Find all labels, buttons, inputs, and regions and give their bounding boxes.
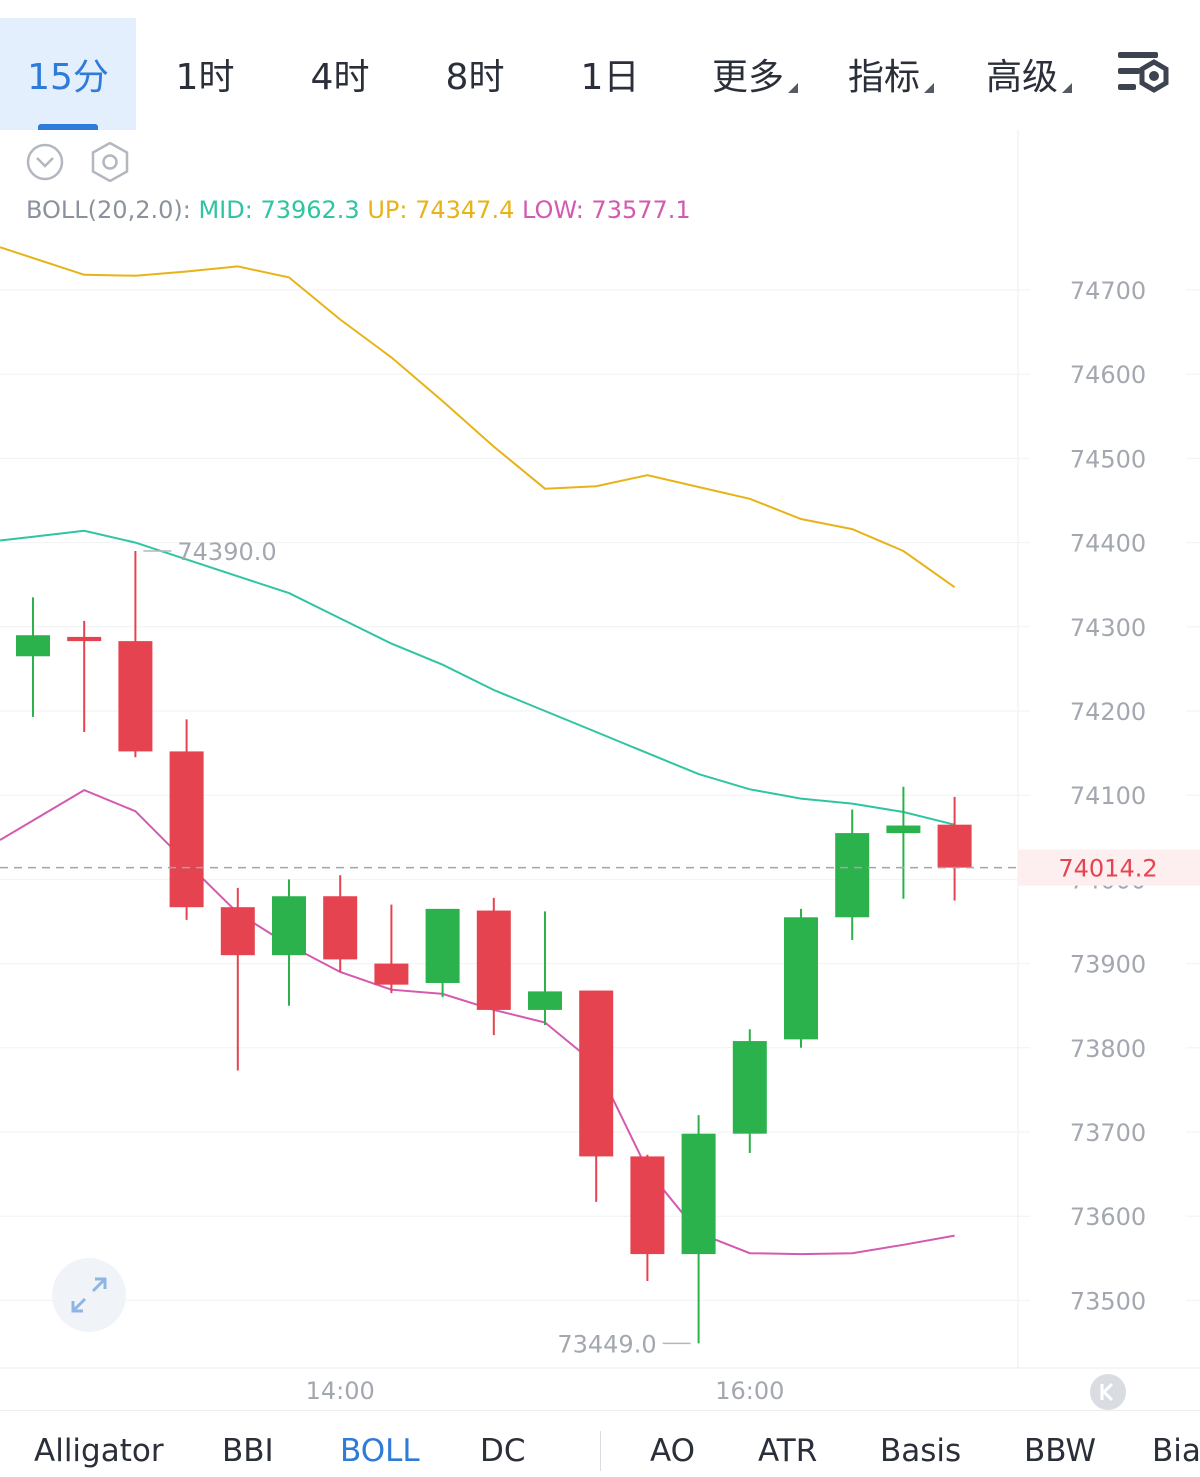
legend-low: LOW: 73577.1 bbox=[521, 196, 691, 224]
chevron-left-icon bbox=[1101, 1382, 1114, 1402]
high-marker-label: 74390.0 bbox=[177, 538, 276, 566]
dropdown-caret-icon bbox=[788, 83, 798, 93]
tab-1d-label: 1日 bbox=[580, 57, 640, 98]
indicator-settings-icon[interactable] bbox=[91, 142, 129, 182]
price-tick-label: 74700 bbox=[1070, 277, 1146, 305]
tab-bias[interactable]: Bias bbox=[1152, 1433, 1200, 1469]
tab-divider bbox=[600, 1431, 601, 1471]
boll-legend: BOLL(20,2.0): MID: 73962.3 UP: 74347.4 L… bbox=[26, 196, 691, 224]
boll-upper-line bbox=[0, 246, 956, 589]
candle-body bbox=[681, 1133, 716, 1255]
price-tick-label: 74400 bbox=[1070, 530, 1146, 558]
tab-4h[interactable]: 4时 bbox=[275, 18, 405, 130]
price-tick-label: 74300 bbox=[1070, 614, 1146, 642]
candle-body bbox=[937, 824, 972, 868]
price-tick-label: 73900 bbox=[1070, 951, 1146, 979]
more-dropdown[interactable]: 更多 bbox=[690, 18, 820, 130]
candle-body bbox=[323, 896, 358, 960]
time-tick-label: 16:00 bbox=[715, 1377, 784, 1405]
price-tick-label: 73500 bbox=[1070, 1287, 1146, 1315]
current-price-label: 74014.2 bbox=[1058, 855, 1157, 883]
candle-body bbox=[528, 991, 562, 1010]
advanced-dropdown-label: 高级 bbox=[985, 57, 1058, 98]
boll-mid-line bbox=[0, 529, 955, 826]
candle-body bbox=[67, 636, 102, 642]
candle-body bbox=[886, 825, 921, 834]
tab-dc[interactable]: DC bbox=[480, 1433, 526, 1469]
timeframe-bar: 15分 1时 4时 8时 1日 更多 指标 高级 bbox=[0, 0, 1200, 130]
tab-1d[interactable]: 1日 bbox=[545, 18, 675, 130]
candle-body bbox=[272, 896, 306, 956]
tab-basis[interactable]: Basis bbox=[880, 1433, 962, 1469]
candle-body bbox=[118, 641, 153, 752]
tab-bbw[interactable]: BBW bbox=[1024, 1433, 1097, 1469]
time-tick-label: 14:00 bbox=[306, 1377, 375, 1405]
price-tick-label: 73600 bbox=[1070, 1203, 1146, 1231]
candle-body bbox=[835, 833, 870, 918]
tab-15min-label: 15分 bbox=[27, 57, 109, 98]
legend-up: UP: 74347.4 bbox=[367, 196, 515, 224]
candle-body bbox=[16, 635, 50, 657]
candle-body bbox=[579, 990, 614, 1157]
tab-15min[interactable]: 15分 bbox=[0, 18, 136, 130]
candle-body bbox=[476, 910, 511, 1010]
tab-1h-label: 1时 bbox=[175, 57, 235, 98]
candle-body bbox=[374, 963, 409, 985]
price-tick-label: 74200 bbox=[1070, 698, 1146, 726]
candle-body bbox=[784, 917, 818, 1040]
boll-lower-line bbox=[0, 788, 955, 1256]
tab-8h-label: 8时 bbox=[445, 57, 505, 98]
collapse-icon[interactable] bbox=[26, 143, 64, 181]
tab-ao[interactable]: AO bbox=[650, 1433, 696, 1469]
legend-name: BOLL(20,2.0): bbox=[26, 196, 191, 224]
price-tick-label: 74500 bbox=[1070, 445, 1146, 473]
grid bbox=[0, 289, 1200, 1301]
candles bbox=[16, 551, 972, 1344]
low-marker-label: 73449.0 bbox=[557, 1330, 656, 1358]
tab-boll[interactable]: BOLL bbox=[340, 1433, 420, 1469]
candle-body bbox=[169, 751, 204, 908]
current-price-badge bbox=[1018, 849, 1200, 886]
tab-alligator[interactable]: Alligator bbox=[34, 1433, 164, 1469]
tab-bbi[interactable]: BBI bbox=[222, 1433, 274, 1469]
dropdown-caret-icon bbox=[1062, 83, 1072, 93]
price-tick-label: 74100 bbox=[1070, 782, 1146, 810]
tab-atr[interactable]: ATR bbox=[758, 1433, 818, 1469]
price-tick-label: 73700 bbox=[1070, 1119, 1146, 1147]
expand-button[interactable] bbox=[52, 1258, 126, 1332]
indicator-dropdown[interactable]: 指标 bbox=[826, 18, 956, 130]
tab-4h-label: 4时 bbox=[310, 57, 370, 98]
candle-body bbox=[630, 1156, 665, 1255]
active-tab-indicator bbox=[38, 124, 98, 130]
candlestick-chart[interactable]: 7470074600745007440074300742007410074000… bbox=[0, 130, 1200, 1410]
boll-bands bbox=[0, 246, 956, 1256]
indicator-dropdown-label: 指标 bbox=[847, 57, 920, 98]
chart-settings-icon[interactable] bbox=[1114, 48, 1174, 100]
candle-body bbox=[732, 1041, 767, 1134]
candle-body bbox=[425, 908, 460, 983]
price-tick-label: 73800 bbox=[1070, 1035, 1146, 1063]
scroll-to-latest-button[interactable] bbox=[1090, 1374, 1126, 1410]
dropdown-caret-icon bbox=[924, 83, 934, 93]
candle-body bbox=[220, 907, 255, 956]
indicator-tabs: Alligator BBI BOLL DC AO ATR Basis BBW B… bbox=[0, 1410, 1200, 1477]
legend-icons bbox=[26, 142, 129, 182]
tab-1h[interactable]: 1时 bbox=[140, 18, 270, 130]
advanced-dropdown[interactable]: 高级 bbox=[964, 18, 1094, 130]
tab-8h[interactable]: 8时 bbox=[410, 18, 540, 130]
price-markers: 74014.2 74390.0 73449.0 bbox=[0, 538, 1200, 1358]
expand-arrows-icon bbox=[71, 1277, 107, 1313]
legend-mid: MID: 73962.3 bbox=[198, 196, 360, 224]
scroll-to-latest-icon bbox=[1090, 1374, 1126, 1410]
more-dropdown-label: 更多 bbox=[711, 57, 784, 98]
price-tick-label: 74600 bbox=[1070, 361, 1146, 389]
time-axis: 14:00 16:00 bbox=[306, 1374, 1126, 1410]
